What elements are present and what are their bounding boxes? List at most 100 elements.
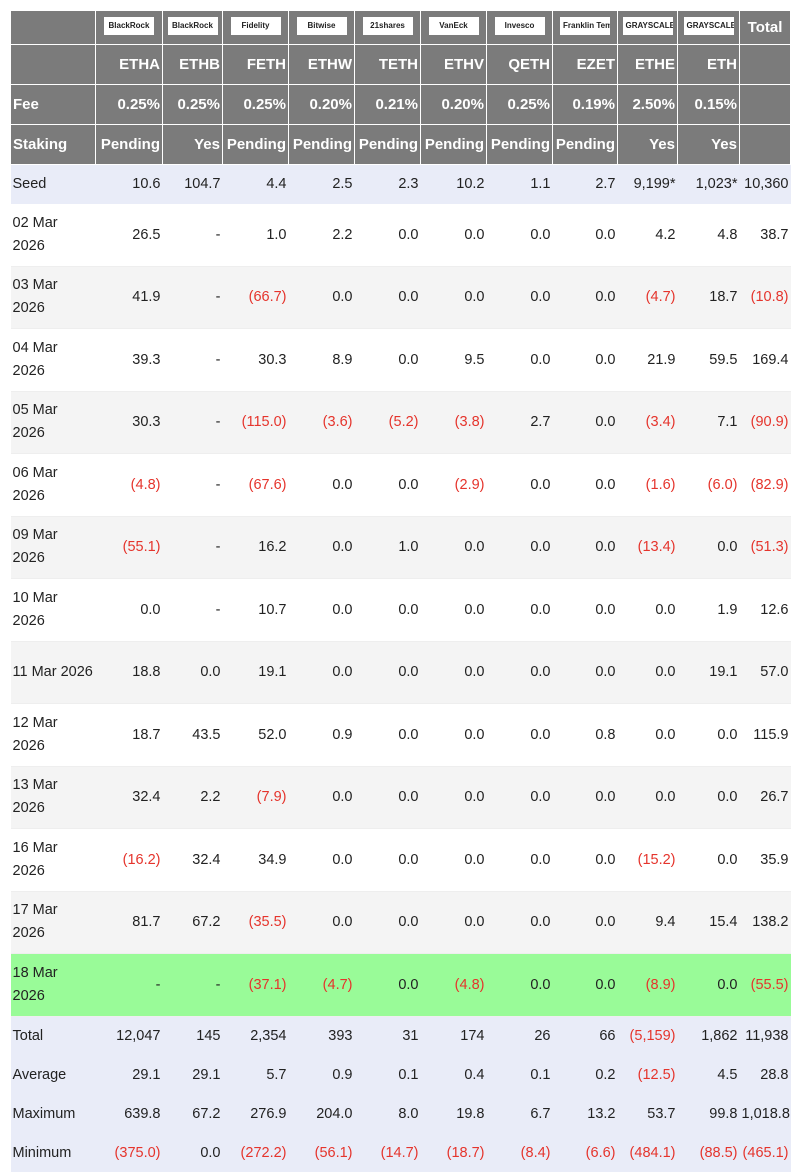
flow-value: (37.1): [222, 953, 289, 1017]
summary-value: 29.1: [192, 1066, 221, 1083]
staking-row: Staking Pending Yes Pending Pending Pending Pe…: [10, 124, 791, 165]
flow-value: 169.4: [739, 328, 791, 392]
flow-value: 0.0: [420, 828, 487, 892]
flow-value: 12.6: [739, 578, 791, 642]
summary-value: 0.9: [332, 1066, 353, 1083]
flow-value: 10.7: [222, 578, 289, 642]
flow-value: 59.5: [677, 328, 740, 392]
flow-value: (7.9): [222, 766, 289, 829]
summary-value: (14.7): [380, 1144, 419, 1161]
flow-value: 0.0: [420, 203, 487, 267]
summary-value: (465.1): [742, 1144, 789, 1161]
flow-value: (2.9): [420, 453, 487, 517]
summary-value: 145: [196, 1027, 221, 1044]
fee-value: 2.50%: [617, 84, 678, 125]
flow-value: 52.0: [222, 703, 289, 767]
flow-value: 21.9: [617, 328, 678, 392]
issuer-logo: VanEck: [428, 16, 479, 35]
seed-row: Seed 10.6 104.7 4.4 2.5 2.3 10.2 1.1 2.7 9,199* 1,…: [10, 164, 791, 204]
flow-value: 0.0: [617, 641, 678, 704]
flow-value: 4.2: [617, 203, 678, 267]
flow-value: 0.0: [677, 953, 740, 1017]
issuer-logo: 21shares: [362, 16, 413, 35]
summary-value: 67.2: [192, 1105, 221, 1122]
flow-value: (10.8): [739, 266, 791, 329]
flow-value: 10.6: [132, 176, 161, 193]
ticker-header: ETH: [677, 44, 740, 85]
flow-value: (35.5): [222, 891, 289, 954]
flow-value: 0.0: [552, 828, 618, 892]
flow-value: (8.9): [617, 953, 678, 1017]
staking-value: Pending: [95, 124, 163, 165]
flow-value: 1.9: [677, 578, 740, 642]
flow-value: 9.5: [420, 328, 487, 392]
table-row: 17 Mar 2026 81.7 67.2 (35.5) 0.0 0.0 0.0 0.0 0.0…: [10, 891, 791, 954]
summary-value: 4.5: [717, 1066, 738, 1083]
summary-value: 19.8: [456, 1105, 485, 1122]
flow-value: 4.8: [677, 203, 740, 267]
summary-value: 204.0: [316, 1105, 353, 1122]
flow-value: 0.0: [552, 328, 618, 392]
flow-value: 0.0: [486, 953, 553, 1017]
summary-value: (6.6): [585, 1144, 616, 1161]
staking-value: Yes: [677, 124, 740, 165]
summary-value: (8.4): [520, 1144, 551, 1161]
table-row: 05 Mar 2026 30.3- (115.0) (3.6) (5.2) (3.8) 2.…: [10, 391, 791, 454]
summary-value: 13.2: [587, 1105, 616, 1122]
issuer-logo-cell: BlackRock: [162, 10, 223, 45]
date-cell: 04 Mar 2026: [10, 328, 96, 392]
table-row: 18 Mar 2026- - (37.1) (4.7) 0.0 (4.8) 0.0 0.0 (8…: [10, 953, 791, 1017]
summary-value: 8.0: [398, 1105, 419, 1122]
flow-value: 0.0: [420, 516, 487, 579]
fee-value: 0.25%: [95, 84, 163, 125]
summary-value: 31: [402, 1027, 419, 1044]
flow-value: (55.1): [95, 516, 163, 579]
table-row: 09 Mar 2026 (55.1) -16.2 0.0 1.0 0.0 0.0 0.0 (13…: [10, 516, 791, 579]
flow-value: (67.6): [222, 453, 289, 517]
issuer-logo-cell: Invesco: [486, 10, 553, 45]
flow-value: -: [162, 328, 223, 392]
flow-value: 39.3: [95, 328, 163, 392]
flow-value: 10.2: [456, 176, 485, 193]
flow-value: 0.0: [288, 453, 355, 517]
issuer-logo-cell: Franklin Templeton: [552, 10, 618, 45]
summary-row: Maximum 639.8 67.2 276.9 204.0 8.0 19.8 6.7 13.2…: [10, 1094, 791, 1133]
flow-value: (13.4): [617, 516, 678, 579]
flow-value: 0.9: [288, 703, 355, 767]
flow-value: 19.1: [222, 641, 289, 704]
summary-value: 639.8: [124, 1105, 161, 1122]
flow-value: 2.2: [162, 766, 223, 829]
summary-value: 29.1: [132, 1066, 161, 1083]
flow-value: 0.0: [354, 203, 421, 267]
issuer-logo-cell: VanEck: [420, 10, 487, 45]
ticker-header: ETHW: [288, 44, 355, 85]
flow-value: (90.9): [739, 391, 791, 454]
date-cell: 02 Mar 2026: [10, 203, 96, 267]
table-row: 13 Mar 2026 32.4 2.2 (7.9) 0.0 0.0 0.0 0.0 0.0 0.…: [10, 766, 791, 829]
flow-value: 1.0: [354, 516, 421, 579]
table-row: 06 Mar 2026 (4.8) - (67.6) 0.0 0.0 (2.9) 0.0 0.0…: [10, 453, 791, 517]
flow-value: 0.0: [617, 703, 678, 767]
summary-value: 1,862: [701, 1027, 738, 1044]
empty-cell: [739, 44, 791, 85]
summary-row: Total 12,047 145 2,354 393 31 174 26 66 (5,159) 1,…: [10, 1016, 791, 1055]
corner-cell: [10, 44, 96, 85]
issuer-logo-cell: Bitwise: [288, 10, 355, 45]
issuer-logo: BlackRock: [167, 16, 218, 35]
ticker-header: QETH: [486, 44, 553, 85]
flow-value: 18.7: [95, 703, 163, 767]
flow-value: 0.0: [420, 266, 487, 329]
date-cell: 18 Mar 2026: [10, 953, 96, 1017]
flow-value: 0.0: [486, 328, 553, 392]
flow-value: 0.8: [552, 703, 618, 767]
flow-value: 10,360: [744, 176, 789, 193]
flow-value: 0.0: [486, 266, 553, 329]
flow-value: 0.0: [552, 953, 618, 1017]
row-label: Maximum: [12, 1105, 76, 1122]
total-header: Total: [739, 10, 791, 45]
flow-value: 0.0: [552, 766, 618, 829]
summary-value: 99.8: [709, 1105, 738, 1122]
flow-value: 0.0: [288, 641, 355, 704]
flow-value: 41.9: [95, 266, 163, 329]
flow-value: 2.7: [486, 391, 553, 454]
